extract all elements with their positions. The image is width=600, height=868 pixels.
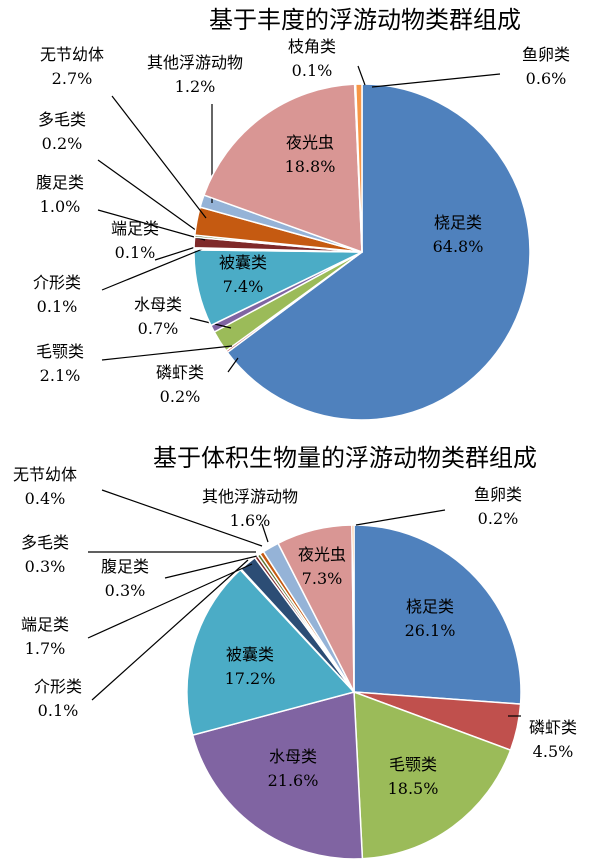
slice-label: 其他浮游动物: [147, 53, 243, 72]
pie-slice-0: [226, 83, 531, 421]
slice-value-label: 0.1%: [38, 701, 79, 720]
slice-value-label: 17.2%: [225, 669, 276, 688]
slice-label: 无节幼体: [13, 465, 77, 484]
leader-line: [101, 489, 263, 547]
slice-value-label: 18.8%: [285, 157, 336, 176]
leader-line: [357, 65, 366, 86]
slice-label: 腹足类: [101, 557, 149, 576]
slice-value-label: 0.3%: [25, 557, 66, 576]
slice-label: 毛颚类: [36, 342, 84, 361]
slice-value-label: 4.5%: [533, 742, 574, 761]
slice-label: 被囊类: [219, 253, 267, 272]
slice-label: 多毛类: [38, 110, 86, 129]
pie-slice-0: [353, 524, 522, 705]
slice-value-label: 7.4%: [223, 277, 264, 296]
slice-label: 水母类: [134, 295, 182, 314]
slice-value-label: 2.7%: [52, 69, 93, 88]
pie-slice-13: [354, 83, 363, 253]
slice-label: 夜光虫: [298, 545, 346, 564]
slice-label: 桡足类: [406, 597, 454, 616]
slice-label: 其他浮游动物: [202, 487, 298, 506]
leader-line: [261, 523, 269, 543]
slice-label: 介形类: [34, 677, 82, 696]
slice-value-label: 18.5%: [388, 779, 439, 798]
leader-line: [97, 209, 206, 241]
slice-value-label: 21.6%: [268, 771, 319, 790]
slice-value-label: 1.2%: [175, 77, 216, 96]
slice-value-label: 0.6%: [526, 69, 567, 88]
leader-line: [227, 357, 239, 373]
pie-slice-12: [351, 524, 355, 693]
pie-slice-2: [353, 690, 512, 860]
leader-line: [101, 247, 206, 291]
slice-value-label: 0.1%: [115, 243, 156, 262]
slice-value-label: 2.1%: [40, 366, 81, 385]
leader-line: [355, 509, 446, 526]
slice-value-label: 0.2%: [160, 387, 201, 406]
slice-label: 鱼卵类: [474, 485, 522, 504]
leader-line: [164, 555, 258, 579]
pie-slice-11: [202, 83, 363, 254]
slice-label: 端足类: [21, 615, 69, 634]
slice-label: 腹足类: [36, 173, 84, 192]
slice-value-label: 0.1%: [37, 297, 78, 316]
slice-value-label: 64.8%: [433, 237, 484, 256]
slice-label: 桡足类: [434, 213, 482, 232]
leader-line: [87, 563, 253, 639]
leader-line: [101, 345, 233, 361]
slice-value-label: 0.4%: [25, 489, 66, 508]
slice-label: 磷虾类: [156, 363, 204, 382]
slice-label: 端足类: [111, 219, 159, 238]
slice-value-label: 1.6%: [230, 511, 271, 530]
chart-title: 基于丰度的浮游动物类群组成: [209, 6, 521, 34]
leader-line: [371, 73, 501, 88]
leader-line: [111, 95, 207, 219]
slice-value-label: 0.2%: [478, 509, 519, 528]
slice-label: 被囊类: [226, 645, 274, 664]
slice-value-label: 1.7%: [25, 639, 66, 658]
slice-value-label: 26.1%: [405, 621, 456, 640]
chart-title: 基于体积生物量的浮游动物类群组成: [153, 444, 537, 472]
leader-line: [91, 559, 249, 701]
slice-label: 无节幼体: [40, 45, 104, 64]
leader-line: [97, 159, 205, 237]
slice-value-label: 0.7%: [138, 319, 179, 338]
slice-label: 鱼卵类: [522, 45, 570, 64]
slice-label: 介形类: [33, 273, 81, 292]
pie-slice-4: [186, 568, 356, 737]
pie-slice-3: [191, 691, 364, 860]
slice-label: 多毛类: [21, 533, 69, 552]
slice-value-label: 0.2%: [42, 134, 83, 153]
slice-label: 夜光虫: [286, 133, 334, 152]
slice-value-label: 1.0%: [40, 197, 81, 216]
slice-value-label: 0.3%: [105, 581, 146, 600]
slice-value-label: 7.3%: [302, 569, 343, 588]
slice-label: 毛颚类: [389, 755, 437, 774]
slice-label: 水母类: [269, 747, 317, 766]
slice-label: 磷虾类: [529, 718, 577, 737]
slice-value-label: 0.1%: [292, 61, 333, 80]
slice-label: 枝角类: [288, 37, 336, 56]
